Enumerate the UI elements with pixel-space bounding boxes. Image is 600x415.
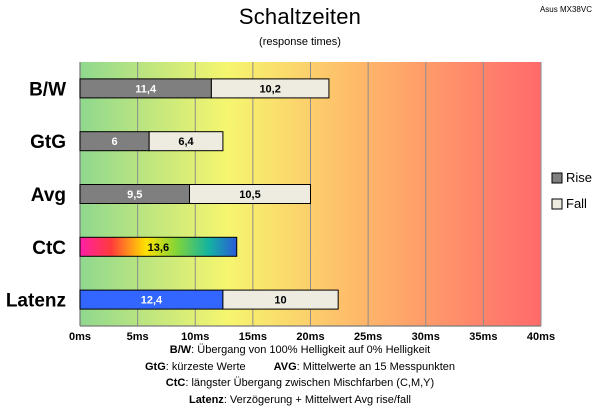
monitor-model-label: Asus MX38VC <box>539 5 592 14</box>
x-tick-label: 30ms <box>412 331 440 343</box>
x-tick-label: 0ms <box>69 331 91 343</box>
data-label-fall: 10,2 <box>259 83 280 95</box>
category-label: CtC <box>32 238 66 259</box>
category-label: B/W <box>29 79 66 100</box>
bar-fall <box>210 78 330 99</box>
x-tick-label: 5ms <box>127 331 149 343</box>
data-label-rise: 9,5 <box>127 189 142 201</box>
x-tick-label: 15ms <box>239 331 267 343</box>
x-tick-label: 40ms <box>527 331 555 343</box>
data-label-rise: 11,4 <box>135 83 157 95</box>
category-label: Avg <box>31 185 66 206</box>
data-label-fall: 6,4 <box>178 136 194 148</box>
bar-rise <box>79 236 238 257</box>
data-label-fall: 10 <box>274 295 286 307</box>
response-time-chart: 0ms 5ms 10ms 15ms 20ms 25ms 30ms 35ms 40ms B/W 11,… <box>6 62 592 343</box>
note-latenz: Latenz: Verzögerung + Mittelwert Avg ris… <box>188 393 412 406</box>
legend-label: Fall <box>566 196 587 211</box>
data-label-rise: 6 <box>112 136 118 148</box>
legend-label: Rise <box>566 170 592 185</box>
legend-notes: B/W: Übergang von 100% Helligkeit auf 0%… <box>0 342 600 408</box>
bar-fall <box>148 131 224 152</box>
x-tick-label: 10ms <box>181 331 209 343</box>
chart-title: Schaltzeiten <box>238 4 362 29</box>
x-tick-label: 25ms <box>354 331 382 343</box>
note-gtg-avg: GtG: kürzeste Werte AVG: Mittelwerte an 1… <box>144 360 456 373</box>
x-tick-label: 35ms <box>469 331 497 343</box>
legend-swatch <box>551 172 563 184</box>
category-label: GtG <box>30 132 66 153</box>
data-label-rise: 13,6 <box>148 242 169 254</box>
legend-swatch <box>551 198 563 210</box>
note-ctc: CtC: längster Übergang zwischen Mischfar… <box>165 377 435 389</box>
x-tick-label: 20ms <box>296 331 324 343</box>
category-label: Latenz <box>6 291 66 312</box>
bar-fall <box>188 184 311 204</box>
data-label-rise: 12,4 <box>141 295 163 307</box>
chart-subtitle: (response times) <box>259 36 341 48</box>
note-bw: B/W: Übergang von 100% Helligkeit auf 0%… <box>169 344 431 356</box>
data-label-fall: 10,5 <box>239 189 260 201</box>
bar-fall <box>222 289 339 310</box>
